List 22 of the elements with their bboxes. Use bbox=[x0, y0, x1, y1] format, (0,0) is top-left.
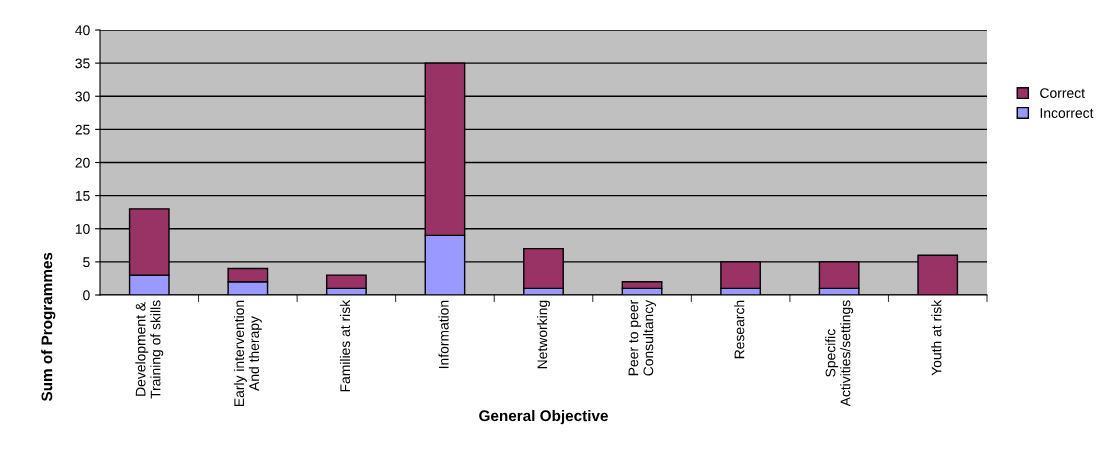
y-tick-label: 30 bbox=[75, 91, 90, 102]
y-tick-label: 15 bbox=[75, 191, 90, 201]
x-axis-title: General Objective bbox=[479, 409, 608, 425]
y-tick-label: 35 bbox=[75, 58, 90, 69]
y-tick-label: 25 bbox=[75, 124, 90, 135]
x-tick-label: Peer to peer Consultancy bbox=[628, 299, 657, 376]
y-tick-label: 40 bbox=[75, 25, 90, 36]
legend-label: Incorrect bbox=[1040, 108, 1094, 118]
y-tick-label: 10 bbox=[75, 224, 90, 234]
x-tick-label: Networking bbox=[537, 300, 550, 369]
x-tick-label: Families at risk bbox=[339, 299, 351, 392]
y-axis-title: Sum of Programmes bbox=[41, 252, 56, 402]
y-tick-label: 20 bbox=[75, 157, 90, 168]
x-tick-label: Information bbox=[438, 300, 449, 369]
x-tick-label: Youth at risk bbox=[931, 299, 942, 376]
y-tick-label: 0 bbox=[83, 290, 90, 301]
y-tick-label: 5 bbox=[83, 257, 90, 268]
x-tick-label: Development & Training of skills bbox=[135, 300, 164, 399]
x-tick-label: Specific Activities/settings bbox=[825, 300, 854, 407]
x-tick-label: Research bbox=[734, 300, 745, 359]
x-tick-label: Early intervention And therapy bbox=[233, 300, 262, 407]
legend-label: Correct bbox=[1040, 88, 1085, 98]
